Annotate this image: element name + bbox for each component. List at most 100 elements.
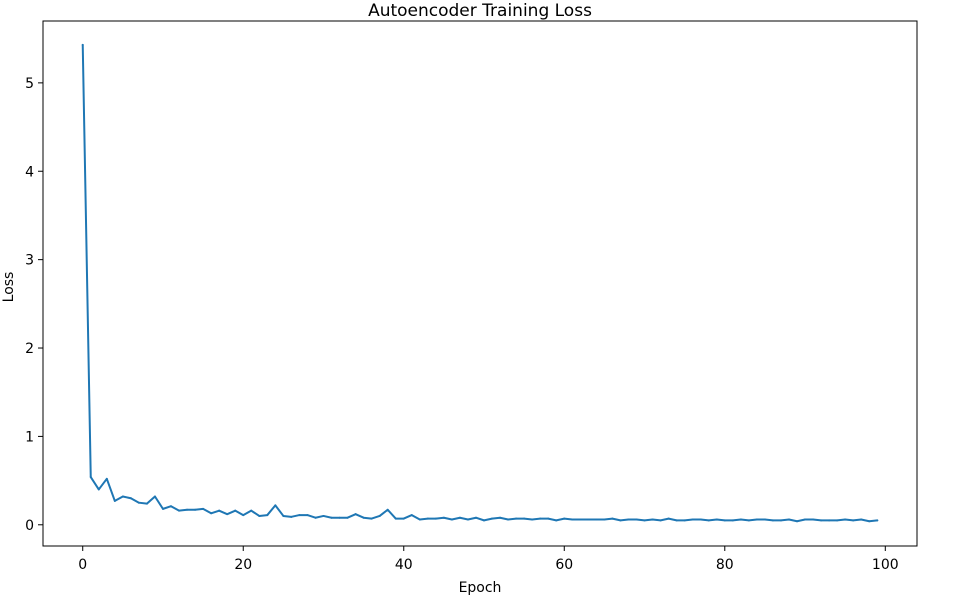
data-point [210, 512, 213, 515]
data-point [643, 519, 646, 522]
data-points [81, 43, 879, 523]
data-point [346, 516, 349, 519]
data-point [523, 517, 526, 520]
data-point [370, 517, 373, 520]
data-point [202, 507, 205, 510]
data-point [683, 519, 686, 522]
data-point [515, 517, 518, 520]
y-tick-label: 2 [25, 341, 34, 357]
data-point [507, 518, 510, 521]
data-point [667, 517, 670, 520]
data-point [483, 519, 486, 522]
x-tick-label: 80 [716, 557, 734, 573]
data-point [555, 519, 558, 522]
x-tick-label: 100 [872, 557, 899, 573]
data-point [145, 502, 148, 505]
data-point [779, 519, 782, 522]
data-point [731, 519, 734, 522]
y-tick-label: 5 [25, 76, 34, 92]
data-point [531, 518, 534, 521]
data-point [458, 516, 461, 519]
data-point [563, 517, 566, 520]
data-point [89, 476, 92, 479]
y-tick-label: 4 [25, 164, 34, 180]
chart-title: Autoencoder Training Loss [368, 1, 592, 21]
data-point [603, 518, 606, 521]
data-point [844, 518, 847, 521]
data-point [418, 518, 421, 521]
data-point [739, 518, 742, 521]
data-point [226, 513, 229, 516]
data-point [812, 518, 815, 521]
data-point [691, 518, 694, 521]
x-tick-label: 40 [395, 557, 413, 573]
data-point [298, 514, 301, 517]
x-axis: 0 20 40 60 80 100 [78, 546, 899, 573]
plot-area-frame [42, 20, 918, 547]
data-point [338, 516, 341, 519]
data-point [97, 488, 100, 491]
data-point [539, 517, 542, 520]
data-point [595, 518, 598, 521]
data-point [659, 519, 662, 522]
data-point [314, 516, 317, 519]
data-point [258, 514, 261, 517]
series-line-loss [81, 43, 879, 523]
data-point [763, 518, 766, 521]
data-point [354, 513, 357, 516]
data-point [675, 519, 678, 522]
data-point [442, 516, 445, 519]
y-tick-label: 3 [25, 253, 34, 269]
y-tick-label: 1 [25, 429, 34, 445]
y-tick-label: 0 [25, 518, 34, 534]
data-point [402, 517, 405, 520]
data-point [723, 519, 726, 522]
data-point [81, 43, 84, 46]
x-tick-label: 60 [555, 557, 573, 573]
data-point [194, 508, 197, 511]
data-point [274, 504, 277, 507]
data-point [499, 516, 502, 519]
data-point [410, 514, 413, 517]
x-tick-label: 0 [78, 557, 87, 573]
data-point [242, 514, 245, 517]
data-point [474, 516, 477, 519]
data-point [635, 518, 638, 521]
data-point [290, 515, 293, 518]
data-point [579, 518, 582, 521]
data-point [121, 495, 124, 498]
data-point [105, 477, 108, 480]
data-point [306, 514, 309, 517]
data-point [113, 499, 116, 502]
data-point [161, 507, 164, 510]
y-axis: 0 1 2 3 4 5 [25, 76, 43, 534]
data-point [266, 514, 269, 517]
data-point [218, 509, 221, 512]
data-point [386, 508, 389, 511]
data-point [804, 518, 807, 521]
data-point [170, 505, 173, 508]
data-point [611, 517, 614, 520]
data-point [619, 519, 622, 522]
data-point [699, 518, 702, 521]
data-point [876, 519, 879, 522]
x-axis-label: Epoch [459, 580, 502, 596]
data-point [651, 518, 654, 521]
data-point [771, 519, 774, 522]
data-point [571, 518, 574, 521]
data-point [491, 517, 494, 520]
data-point [129, 497, 132, 500]
data-point [747, 519, 750, 522]
data-point [868, 520, 871, 523]
data-point [715, 518, 718, 521]
data-point [330, 516, 333, 519]
data-point [796, 520, 799, 523]
data-point [250, 509, 253, 512]
data-point [153, 495, 156, 498]
data-point [787, 518, 790, 521]
data-point [852, 519, 855, 522]
data-point [450, 518, 453, 521]
data-point [137, 501, 140, 504]
data-point [394, 517, 397, 520]
